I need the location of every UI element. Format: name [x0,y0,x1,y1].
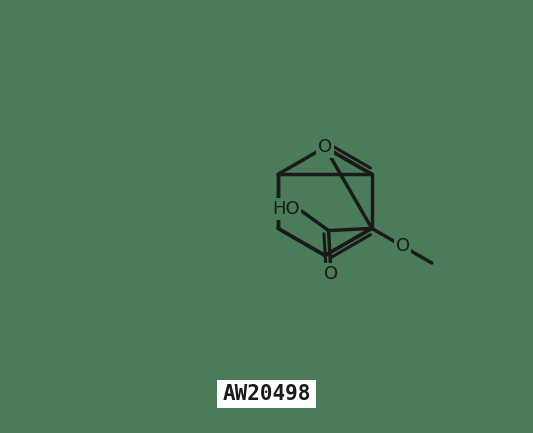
Text: O: O [395,237,410,255]
Text: O: O [324,265,338,283]
Text: AW20498: AW20498 [222,384,311,404]
Text: O: O [318,138,332,156]
FancyBboxPatch shape [217,380,316,408]
Text: HO: HO [272,200,300,218]
